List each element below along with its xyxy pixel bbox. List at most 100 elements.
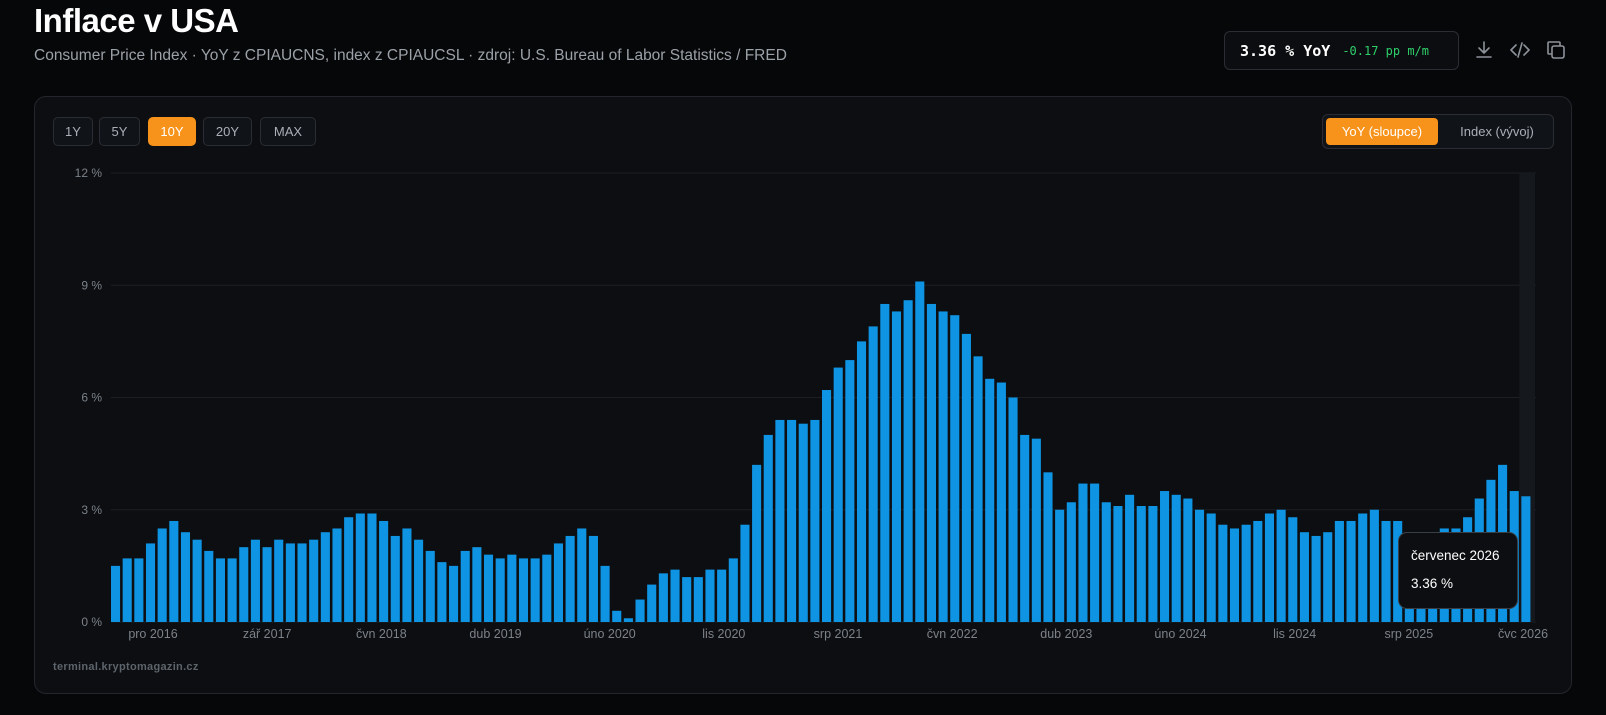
x-tick-label: srp 2025	[1385, 627, 1434, 641]
bar	[938, 311, 948, 622]
bar	[1206, 513, 1216, 622]
bar	[414, 539, 424, 622]
bar	[472, 547, 482, 622]
code-icon[interactable]	[1508, 38, 1532, 62]
bar	[169, 520, 179, 622]
bar	[1369, 509, 1379, 622]
bar	[1521, 496, 1531, 622]
bar	[752, 464, 762, 622]
bar	[1229, 528, 1240, 622]
range-10y-button[interactable]: 10Y	[148, 117, 196, 146]
bar	[1311, 535, 1321, 622]
bar	[565, 535, 575, 622]
bar	[379, 520, 389, 622]
page-title: Inflace v USA	[34, 2, 239, 39]
bar	[425, 550, 435, 622]
bar	[1160, 491, 1170, 622]
bar	[1183, 498, 1193, 622]
bar	[833, 367, 843, 622]
bar	[1043, 472, 1053, 622]
bar	[274, 539, 284, 622]
bar	[950, 315, 960, 622]
bar	[1136, 506, 1146, 622]
bar	[856, 341, 867, 622]
mode-yoy-button[interactable]: YoY (sloupce)	[1326, 118, 1438, 145]
bar	[635, 599, 645, 622]
bar	[192, 539, 202, 622]
x-tick-label: čvc 2026	[1498, 627, 1548, 641]
bar	[1218, 524, 1228, 622]
bar	[1055, 509, 1065, 622]
bar	[1066, 502, 1076, 622]
y-tick-label: 6 %	[81, 391, 102, 405]
bar	[728, 558, 738, 622]
range-1y-button[interactable]: 1Y	[53, 117, 93, 146]
bar	[297, 543, 307, 622]
bar	[658, 573, 668, 622]
bar	[1346, 520, 1356, 622]
bar	[985, 378, 995, 622]
bar	[402, 528, 412, 622]
bar	[285, 543, 295, 622]
bar	[612, 610, 622, 622]
bar	[891, 311, 902, 622]
y-tick-label: 3 %	[81, 503, 102, 517]
copy-icon[interactable]	[1544, 38, 1568, 62]
bar	[332, 528, 342, 622]
bar	[1031, 438, 1041, 622]
bar	[1334, 520, 1344, 622]
x-tick-label: úno 2024	[1154, 627, 1206, 641]
bar	[1148, 506, 1158, 622]
bar	[1171, 494, 1181, 622]
bar	[926, 303, 936, 622]
bar	[787, 419, 797, 622]
bar	[122, 558, 132, 622]
bar	[553, 543, 564, 622]
bar	[320, 532, 330, 622]
bar	[845, 360, 855, 622]
bar	[693, 577, 703, 622]
bar	[868, 326, 878, 622]
page-subtitle: Consumer Price Index · YoY z CPIAUCNS, i…	[34, 47, 787, 64]
download-icon[interactable]	[1472, 38, 1496, 62]
y-tick-label: 0 %	[81, 615, 102, 629]
x-tick-label: dub 2023	[1040, 627, 1092, 641]
bar	[309, 539, 319, 622]
bar	[973, 356, 983, 622]
watermark: terminal.kryptomagazin.cz	[53, 661, 199, 673]
x-tick-label: čvn 2018	[356, 627, 407, 641]
bar	[1090, 483, 1100, 622]
x-tick-label: lis 2024	[1273, 627, 1316, 641]
bar	[250, 539, 260, 622]
bar	[880, 303, 890, 622]
bar	[262, 547, 272, 622]
bar	[1078, 483, 1088, 622]
bar	[705, 569, 715, 622]
mom-delta: -0.17 pp m/m	[1342, 43, 1430, 58]
bar	[1288, 517, 1298, 622]
bar	[647, 584, 657, 622]
y-tick-label: 12 %	[75, 166, 103, 180]
bar	[1194, 509, 1205, 622]
bar	[1253, 520, 1263, 622]
bar	[1101, 502, 1111, 622]
bar	[1323, 532, 1333, 622]
bar	[623, 618, 633, 622]
range-20y-button[interactable]: 20Y	[203, 117, 252, 146]
bar	[961, 333, 971, 622]
mode-index-button[interactable]: Index (vývoj)	[1460, 124, 1534, 139]
bar	[1113, 506, 1123, 622]
bar	[460, 550, 470, 622]
bar	[577, 528, 587, 622]
bar	[1276, 509, 1286, 622]
range-max-button[interactable]: MAX	[260, 117, 316, 146]
x-tick-label: srp 2021	[814, 627, 863, 641]
x-tick-label: čvn 2022	[927, 627, 978, 641]
range-5y-button[interactable]: 5Y	[99, 117, 140, 146]
bar	[507, 554, 517, 622]
bar	[763, 434, 773, 622]
bar	[740, 524, 750, 622]
bar	[495, 558, 505, 622]
yoy-value: 3.36 % YoY	[1240, 41, 1331, 60]
